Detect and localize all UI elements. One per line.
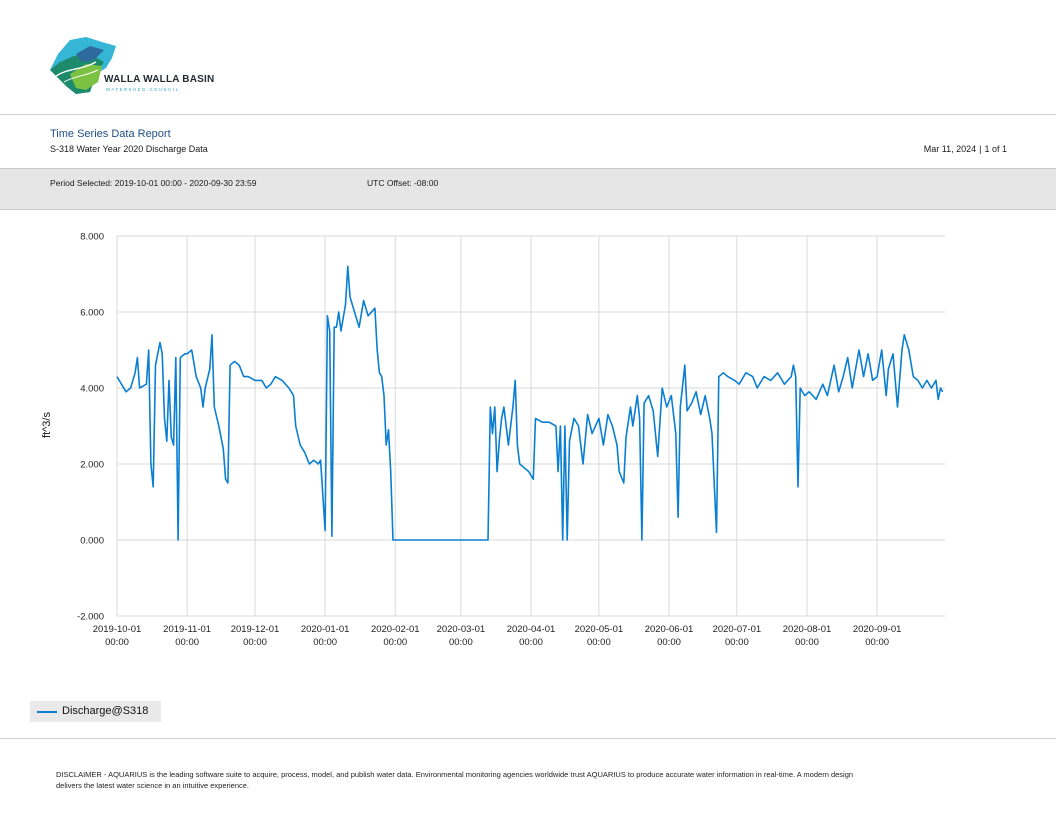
chart-grid — [116, 235, 945, 617]
walla-walla-basin-logo — [50, 37, 116, 94]
x-tick-label: 2019-10-01 — [93, 624, 142, 635]
x-tick-label-time: 00:00 — [313, 637, 337, 648]
x-tick-label-time: 00:00 — [587, 637, 611, 648]
x-tick-label-time: 00:00 — [865, 637, 889, 648]
x-tick-label-time: 00:00 — [657, 637, 681, 648]
logo-wordmark: WALLA WALLA BASIN — [104, 74, 215, 85]
y-tick-label: 6.000 — [80, 308, 104, 319]
report-date: Mar 11, 2024 — [923, 144, 977, 154]
period-band: Period Selected: 2019-10-01 00:00 - 2020… — [0, 168, 1056, 210]
y-tick-label: 2.000 — [80, 460, 104, 471]
header-divider — [0, 114, 1056, 115]
y-tick-label: 4.000 — [80, 384, 104, 395]
report-title: Time Series Data Report — [50, 128, 171, 140]
x-tick-label-time: 00:00 — [519, 637, 543, 648]
x-tick-label: 2020-02-01 — [371, 624, 420, 635]
disclaimer-text: DISCLAIMER - AQUARIUS is the leading sof… — [56, 770, 854, 790]
x-tick-label-time: 00:00 — [795, 637, 819, 648]
x-tick-label: 2020-03-01 — [437, 624, 486, 635]
x-tick-label: 2020-01-01 — [301, 624, 350, 635]
logo-subtext: WATERSHED COUNCIL — [106, 87, 180, 92]
x-tick-label: 2020-07-01 — [713, 624, 762, 635]
series-line-discharge — [116, 265, 944, 541]
x-tick-label-time: 00:00 — [383, 637, 407, 648]
y-tick-label: 8.000 — [80, 232, 104, 243]
x-tick-label: 2020-05-01 — [575, 624, 624, 635]
x-tick-label-time: 00:00 — [175, 637, 199, 648]
x-tick-label-time: 00:00 — [243, 637, 267, 648]
page-info: 1 of 1 — [984, 144, 1007, 154]
legend-label: Discharge@S318 — [62, 705, 149, 717]
x-tick-label-time: 00:00 — [725, 637, 749, 648]
meta-separator: | — [979, 144, 982, 154]
x-tick-label-time: 00:00 — [105, 637, 129, 648]
x-tick-label: 2019-11-01 — [163, 624, 211, 635]
x-tick-label: 2020-08-01 — [783, 624, 832, 635]
y-tick-label: -2.000 — [77, 612, 104, 623]
x-tick-label: 2020-06-01 — [645, 624, 694, 635]
chart-legend: Discharge@S318 — [30, 701, 161, 722]
discharge-chart: 8.000 6.000 4.000 2.000 0.000 -2.0002019-10-0… — [41, 232, 945, 649]
x-tick-label: 2019-12-01 — [231, 624, 280, 635]
period-selected: Period Selected: 2019-10-01 00:00 - 2020… — [50, 178, 257, 188]
report-subtitle: S-318 Water Year 2020 Discharge Data — [50, 144, 208, 154]
utc-offset: UTC Offset: -08:00 — [367, 178, 439, 188]
report-meta: Mar 11, 2024 | 1 of 1 — [924, 144, 1007, 154]
x-tick-label-time: 00:00 — [449, 637, 473, 648]
footer-divider — [0, 738, 1056, 739]
legend-swatch — [37, 711, 57, 713]
y-tick-label: 0.000 — [80, 536, 104, 547]
chart-tick-labels: 8.000 6.000 4.000 2.000 0.000 -2.0002019-10-0… — [77, 232, 901, 649]
chart-series — [116, 265, 944, 541]
x-tick-label: 2020-09-01 — [853, 624, 902, 635]
x-tick-label: 2020-04-01 — [507, 624, 556, 635]
y-axis-label: ft^3/s — [41, 412, 53, 438]
